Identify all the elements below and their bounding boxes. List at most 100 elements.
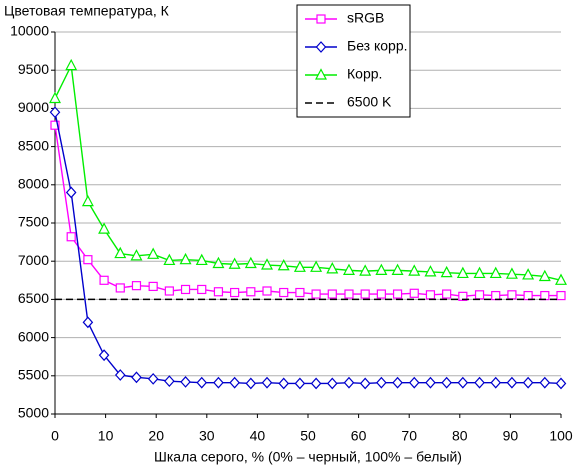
point [540,290,550,301]
point [408,264,421,276]
point [359,264,372,276]
point [148,281,158,292]
point [315,41,327,53]
point [474,376,485,389]
point [473,266,486,279]
point [293,260,306,272]
point [131,281,142,291]
x-tick-label: 30 [199,428,215,444]
point [99,275,109,285]
point [195,253,208,266]
point [376,289,386,299]
point [81,194,94,207]
point [114,369,126,381]
point [49,91,61,104]
point [310,377,322,390]
point [213,287,224,297]
point [295,287,305,298]
point [180,284,191,295]
y-tick-label: 6500 [18,290,49,306]
point [344,289,354,299]
x-tick-label: 90 [503,428,519,444]
point [294,377,306,390]
point [197,284,207,295]
point [505,267,518,279]
y-tick-label: 10000 [10,23,49,39]
point [507,290,517,300]
point [409,288,419,298]
x-tick-label: 20 [148,428,164,444]
point [130,249,143,261]
y-tick-label: 6000 [18,328,49,344]
point [456,266,469,279]
point [65,186,77,199]
point [147,247,160,259]
point [230,287,240,298]
chart-title: Цветовая температура, К [4,3,170,19]
x-axis-label: Шкала серого, % (0% – черный, 100% – бел… [154,449,462,465]
y-tick-label: 7500 [18,214,49,230]
point [50,120,60,130]
x-tick-label: 0 [51,428,59,444]
point [261,258,274,270]
point [163,253,176,266]
point [244,256,257,269]
point [391,263,404,275]
point [98,222,111,234]
point [261,376,273,389]
y-tick-label: 5500 [18,367,49,383]
point [212,256,225,269]
legend-label: sRGB [347,10,384,26]
point [228,257,241,269]
point [326,377,338,390]
point [49,106,61,119]
point [82,316,94,329]
point [555,273,567,285]
point [424,265,437,277]
point [196,376,208,389]
point [131,371,142,384]
point [262,286,272,296]
point [539,376,551,389]
point [279,287,289,298]
point [327,289,337,299]
point [506,376,518,389]
point [164,375,175,388]
point [392,289,403,299]
point [538,269,551,282]
point [229,376,240,389]
point [115,283,125,293]
point [315,68,327,80]
point [425,290,436,300]
point [392,376,403,389]
point [114,246,127,259]
point [522,376,534,389]
point [310,260,323,272]
x-tick-label: 40 [250,428,266,444]
point [326,262,339,274]
y-tick-label: 7000 [18,252,49,268]
point [343,376,355,389]
point [458,291,468,301]
point [474,290,485,300]
point [490,376,502,389]
point [556,290,566,301]
legend-label: 6500 K [347,94,392,110]
y-tick-label: 8000 [18,176,49,192]
point [522,268,535,280]
point [311,289,321,299]
y-tick-label: 8500 [18,137,49,153]
legend-label: Без корр. [347,38,408,54]
point [408,376,420,389]
point [523,290,533,301]
x-tick-label: 10 [98,428,114,444]
legend-label: Корр. [347,66,382,82]
series-line [54,125,561,298]
point [342,263,355,275]
point [375,263,388,275]
point [213,376,224,389]
point [277,258,290,271]
point [164,286,174,296]
point [491,290,501,301]
